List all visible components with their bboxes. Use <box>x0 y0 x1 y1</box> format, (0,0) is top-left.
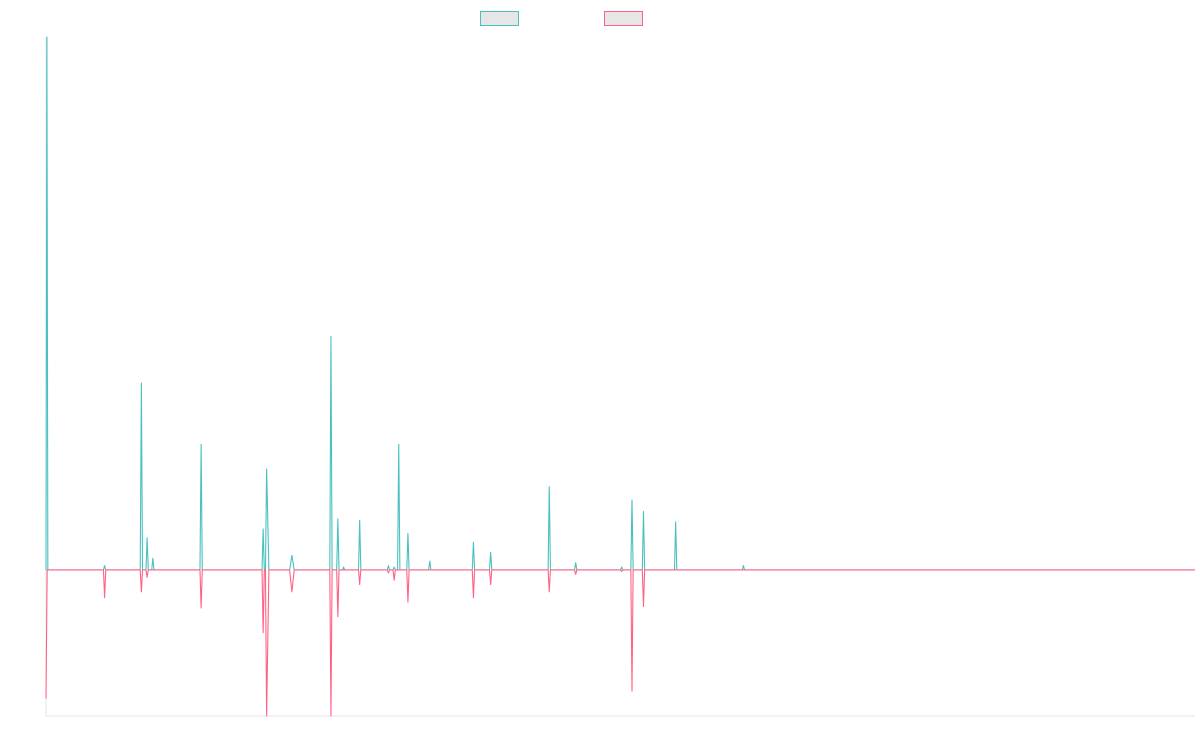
legend-item-series-1[interactable] <box>480 9 525 27</box>
series-layer <box>45 36 1195 717</box>
series-line-1[interactable] <box>45 36 1195 571</box>
legend-item-series-2[interactable] <box>604 9 649 27</box>
legend <box>0 9 1200 27</box>
legend-swatch-series-2 <box>604 10 643 26</box>
legend-swatch-series-1 <box>480 10 519 26</box>
axes <box>45 37 1195 717</box>
series-line-2[interactable] <box>45 569 1195 717</box>
